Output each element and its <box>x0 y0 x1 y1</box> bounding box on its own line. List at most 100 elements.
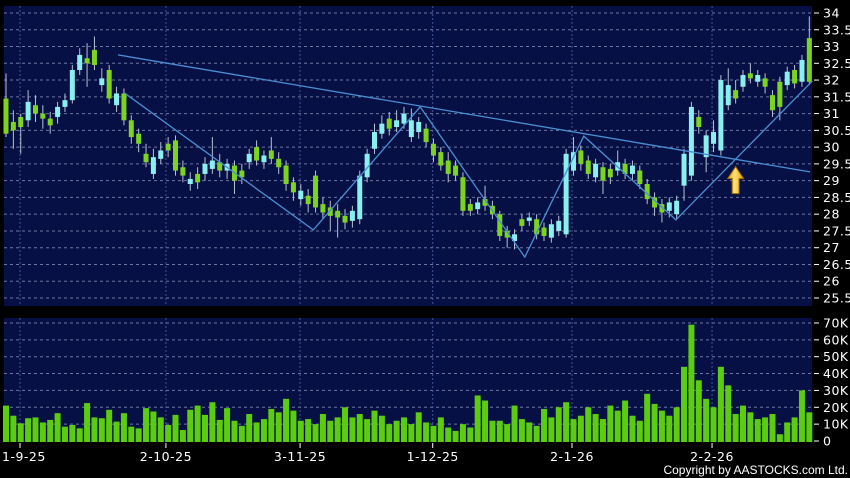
candle-body <box>563 153 569 235</box>
volume-bar <box>695 380 702 442</box>
trendline-resistance <box>117 54 811 173</box>
volume-bar <box>776 434 783 442</box>
volume-bar <box>312 424 319 442</box>
candle-body <box>18 116 24 127</box>
price-tick-label: 29 <box>823 173 840 188</box>
candle-body <box>784 71 790 86</box>
candle-body <box>305 195 311 205</box>
price-tick-label: 31.5 <box>823 89 850 104</box>
candle-body <box>541 227 547 236</box>
price-tick-label: 27 <box>823 240 840 255</box>
price-tick-label: 29.5 <box>823 156 850 171</box>
candle-body <box>445 160 451 174</box>
candle-body <box>202 163 208 174</box>
candle-body <box>372 132 377 149</box>
volume-bar <box>658 410 665 442</box>
candle-body <box>482 199 488 206</box>
volume-bar <box>290 410 297 442</box>
candle-body <box>622 163 628 174</box>
volume-bar <box>98 418 105 442</box>
volume-bar <box>688 324 695 442</box>
volume-tick-label: 40K <box>823 366 849 381</box>
volume-tick-label: 60K <box>823 332 849 347</box>
candle-body <box>438 152 444 166</box>
candle-body <box>99 78 105 86</box>
volume-bar <box>592 414 599 442</box>
volume-bar <box>563 402 570 442</box>
candle-body <box>556 220 562 231</box>
volume-bar <box>283 398 290 442</box>
volume-bar <box>806 412 813 442</box>
candle-body <box>585 160 591 174</box>
candle-body <box>460 177 466 211</box>
volume-bar <box>260 419 267 442</box>
candle-body <box>548 224 554 238</box>
candle-body <box>688 106 694 176</box>
volume-bar <box>305 419 312 442</box>
volume-bar <box>747 412 754 442</box>
candle-body <box>121 93 127 121</box>
volume-bar <box>224 408 231 442</box>
candle-body <box>408 120 414 138</box>
volume-bar <box>319 414 326 442</box>
volume-bar <box>666 415 673 442</box>
candle-body <box>25 101 31 121</box>
candle-body <box>718 80 724 151</box>
candle-body <box>239 170 245 178</box>
candle-body <box>173 140 179 171</box>
candle-body <box>497 214 503 236</box>
candle-body <box>320 204 326 213</box>
candle-body <box>136 133 142 144</box>
volume-bar <box>415 412 422 442</box>
candle-body <box>379 123 385 134</box>
candle-body <box>217 162 223 171</box>
up-arrow-annotation <box>726 165 745 195</box>
volume-bar <box>533 425 540 442</box>
price-tick-label: 33.5 <box>823 22 850 37</box>
candle-body <box>261 155 267 163</box>
volume-bar <box>39 422 46 442</box>
volume-tick-label: 10K <box>823 417 849 432</box>
candle-body <box>769 95 775 111</box>
candle-body <box>512 234 518 241</box>
volume-bar <box>356 414 363 442</box>
price-tick-label: 33 <box>823 39 840 54</box>
volume-bar <box>120 413 127 442</box>
volume-bar <box>599 419 606 442</box>
volume-bar <box>710 407 717 442</box>
volume-bar <box>17 423 24 442</box>
volume-bar <box>423 422 430 442</box>
volume-bar <box>25 418 32 442</box>
candle-body <box>792 69 798 84</box>
volume-bar <box>784 422 791 442</box>
volume-bar <box>511 405 518 442</box>
candle-body <box>747 73 753 79</box>
volume-bar <box>400 417 407 442</box>
candle-body <box>62 100 68 107</box>
volume-bar <box>791 417 798 442</box>
volume-bar <box>76 428 83 442</box>
volume-bar <box>614 410 621 442</box>
volume-bar <box>769 414 776 442</box>
candle-body <box>725 85 731 106</box>
volume-bar <box>474 395 481 442</box>
candle-body <box>394 120 400 127</box>
candle-body <box>453 165 459 176</box>
gridlines <box>4 6 812 442</box>
date-label: 3-11-25 <box>274 449 326 464</box>
volume-bar <box>548 417 555 442</box>
volume-bar <box>3 405 9 442</box>
candle-body <box>290 182 296 193</box>
volume-bar <box>489 420 496 442</box>
volume-bar <box>128 426 135 442</box>
candle-body <box>711 132 717 144</box>
candle-body <box>276 158 282 168</box>
volume-bar <box>179 430 186 442</box>
candle-body <box>128 120 134 138</box>
trendline-zigzag <box>124 80 813 259</box>
volume-bar <box>342 407 349 442</box>
candle-body <box>600 167 606 181</box>
candle-body <box>799 59 805 82</box>
candle-body <box>77 54 83 70</box>
volume-bar <box>725 385 732 442</box>
